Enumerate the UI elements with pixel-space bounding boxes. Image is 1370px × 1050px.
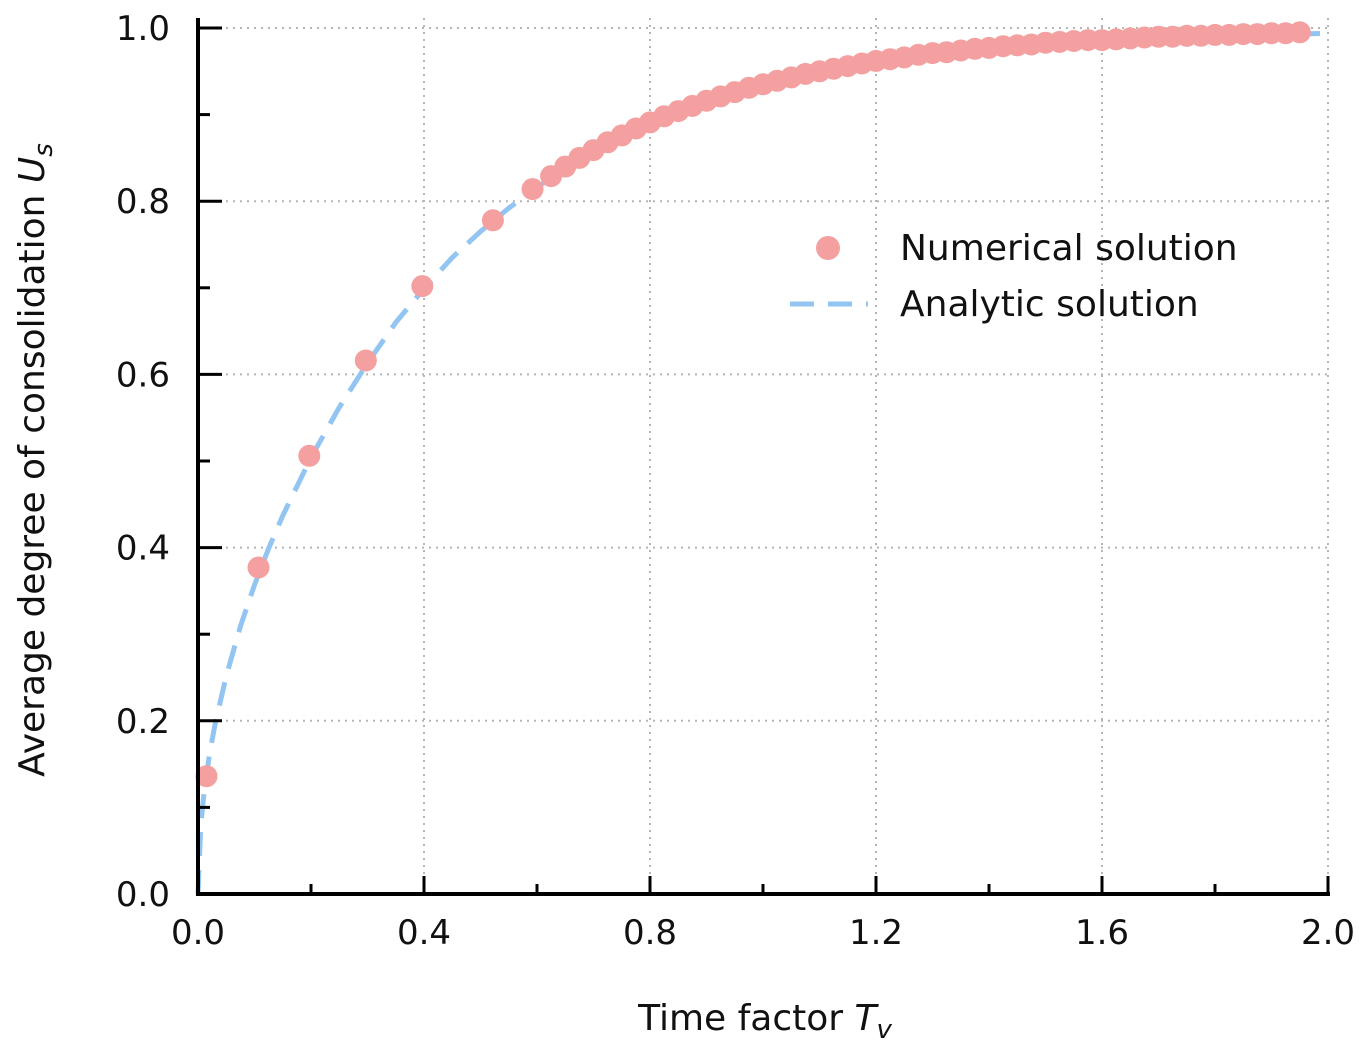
x-tick-label: 0.8 — [623, 913, 677, 953]
tick-labels: 0.0 0.4 0.8 1.2 1.6 2.0 0.0 0.2 0.4 0.6 0.8 1.0 — [116, 9, 1355, 953]
y-tick-label: 0.2 — [116, 702, 170, 742]
legend-numerical-marker — [816, 236, 840, 260]
x-tick-label: 0.4 — [397, 913, 451, 953]
y-tick-label: 0.6 — [116, 355, 170, 395]
legend: Numerical solution Analytic solution — [790, 228, 1238, 325]
x-tick-label: 0.0 — [171, 913, 225, 953]
axes — [196, 18, 1330, 896]
numerical-point — [411, 275, 434, 298]
numerical-solution-layer — [195, 21, 1311, 788]
numerical-point — [521, 178, 544, 201]
x-tick-label: 1.2 — [849, 913, 903, 953]
x-axis-title: Time factor Tv — [637, 998, 892, 1045]
y-tick-label: 0.0 — [116, 875, 170, 915]
numerical-point — [354, 349, 377, 372]
legend-analytic-label: Analytic solution — [900, 284, 1199, 325]
y-axis-title: Average degree of consolidation Us — [12, 143, 59, 777]
analytic-solution-line — [195, 30, 1329, 895]
numerical-point — [195, 765, 218, 788]
x-tick-label: 1.6 — [1075, 913, 1129, 953]
legend-numerical-label: Numerical solution — [900, 228, 1238, 269]
numerical-point — [247, 556, 270, 579]
analytic-solution-layer — [195, 30, 1329, 895]
y-tick-label: 0.4 — [116, 529, 170, 569]
numerical-point — [481, 209, 504, 232]
y-tick-label: 0.8 — [116, 182, 170, 222]
y-tick-label: 1.0 — [116, 9, 170, 49]
x-tick-label: 2.0 — [1301, 913, 1355, 953]
grid — [198, 18, 1329, 894]
numerical-point — [298, 444, 321, 467]
ticks — [196, 26, 1330, 896]
numerical-point — [1288, 21, 1311, 44]
